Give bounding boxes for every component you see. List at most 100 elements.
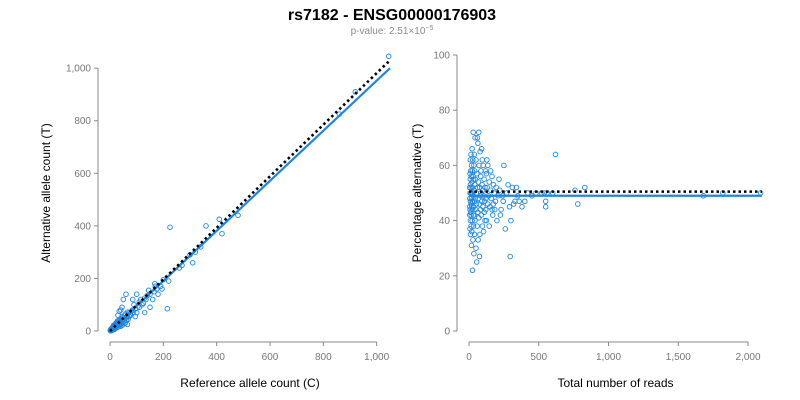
data-point bbox=[483, 170, 490, 177]
data-point bbox=[469, 146, 475, 152]
data-point bbox=[575, 201, 581, 207]
y-tick-label: 1,000 bbox=[66, 64, 91, 75]
data-point bbox=[471, 151, 478, 158]
data-point bbox=[507, 253, 513, 260]
data-point bbox=[467, 181, 474, 188]
data-point bbox=[167, 224, 173, 230]
data-point bbox=[468, 242, 475, 249]
chart-subtitle-pvalue: p-value: 2.51×10−5 bbox=[351, 25, 434, 37]
data-point bbox=[164, 305, 171, 312]
x-tick-label: 1,000 bbox=[596, 352, 621, 363]
data-point bbox=[469, 217, 475, 224]
data-point bbox=[124, 321, 131, 328]
data-point bbox=[165, 278, 172, 284]
data-point bbox=[487, 168, 494, 174]
chart-title: rs7182 - ENSG00000176903 bbox=[288, 7, 496, 24]
data-point bbox=[487, 187, 494, 193]
x-axis-label: Reference allele count (C) bbox=[180, 376, 319, 390]
data-point bbox=[482, 168, 489, 174]
x-axis-label: Total number of reads bbox=[557, 376, 673, 390]
data-point bbox=[496, 187, 503, 193]
data-point bbox=[467, 209, 474, 216]
data-point bbox=[467, 176, 474, 182]
data-point bbox=[505, 181, 511, 188]
data-point bbox=[470, 157, 476, 163]
data-point bbox=[467, 168, 474, 174]
data-point bbox=[476, 162, 482, 169]
data-point bbox=[500, 198, 506, 205]
x-tick-label: 0 bbox=[466, 352, 472, 363]
data-point bbox=[513, 184, 520, 191]
data-point bbox=[469, 267, 476, 274]
data-point bbox=[219, 230, 225, 237]
data-point bbox=[468, 223, 474, 229]
data-point bbox=[473, 245, 479, 251]
data-point bbox=[542, 204, 549, 210]
data-point bbox=[133, 291, 140, 297]
data-point bbox=[121, 320, 128, 326]
data-point bbox=[485, 201, 491, 207]
y-tick-label: 60 bbox=[439, 161, 451, 172]
data-point bbox=[474, 223, 480, 229]
y-tick-label: 0 bbox=[444, 327, 450, 338]
data-point bbox=[476, 129, 482, 136]
expected-line bbox=[109, 59, 391, 332]
x-tick-label: 200 bbox=[155, 352, 172, 363]
data-point bbox=[468, 201, 474, 207]
data-point bbox=[473, 157, 479, 163]
y-tick-label: 40 bbox=[439, 216, 451, 227]
data-point bbox=[479, 223, 486, 229]
y-tick-label: 80 bbox=[439, 106, 451, 117]
data-point bbox=[203, 223, 209, 229]
data-point bbox=[509, 184, 516, 191]
data-point bbox=[477, 231, 483, 238]
data-point bbox=[472, 135, 478, 141]
data-point bbox=[484, 184, 490, 191]
data-point bbox=[468, 151, 474, 158]
data-point bbox=[479, 157, 486, 163]
data-point bbox=[476, 184, 483, 191]
data-point bbox=[512, 198, 518, 205]
data-point bbox=[132, 313, 139, 320]
y-tick-label: 20 bbox=[439, 271, 451, 282]
x-tick-label: 0 bbox=[107, 352, 113, 363]
y-tick-label: 100 bbox=[433, 51, 450, 62]
data-point bbox=[582, 184, 588, 191]
x-tick-label: 1,500 bbox=[666, 352, 691, 363]
pvalue-exponent: −5 bbox=[425, 25, 433, 32]
panel-allele-counts: 0 200 400 600 800 1,000 0 200 400 600 800 1,000 Refe… bbox=[39, 53, 392, 390]
panel-percentage-alternative: 0 20 40 60 80 100 0 500 1,000 1,500 2,000 Total num… bbox=[410, 51, 764, 390]
y-tick-label: 200 bbox=[74, 274, 91, 285]
data-point bbox=[510, 201, 517, 207]
y-axis-label: Percentage alternative (T) bbox=[410, 124, 424, 263]
data-point bbox=[494, 217, 500, 224]
data-point bbox=[478, 168, 484, 174]
data-point bbox=[482, 217, 488, 224]
data-point bbox=[489, 173, 495, 180]
data-point bbox=[117, 307, 124, 313]
x-tick-label: 500 bbox=[530, 352, 547, 363]
data-point bbox=[189, 259, 196, 266]
x-tick-label: 600 bbox=[262, 352, 279, 363]
data-point bbox=[159, 286, 165, 292]
data-point bbox=[468, 162, 475, 169]
x-tick-label: 400 bbox=[208, 352, 225, 363]
data-point bbox=[467, 170, 473, 177]
x-tick-label: 1,000 bbox=[364, 352, 389, 363]
data-point bbox=[484, 157, 490, 163]
data-point bbox=[481, 176, 487, 182]
data-point bbox=[120, 296, 127, 303]
y-tick-label: 400 bbox=[74, 221, 91, 232]
y-tick-label: 800 bbox=[74, 116, 91, 127]
data-point bbox=[467, 217, 474, 224]
data-point bbox=[475, 237, 481, 243]
data-point bbox=[475, 179, 482, 185]
data-point bbox=[486, 179, 492, 185]
pvalue-prefix: p-value: 2.51×10 bbox=[351, 26, 426, 37]
data-point bbox=[508, 217, 514, 224]
data-point bbox=[216, 216, 223, 223]
data-point bbox=[485, 162, 491, 169]
data-point bbox=[119, 304, 125, 311]
